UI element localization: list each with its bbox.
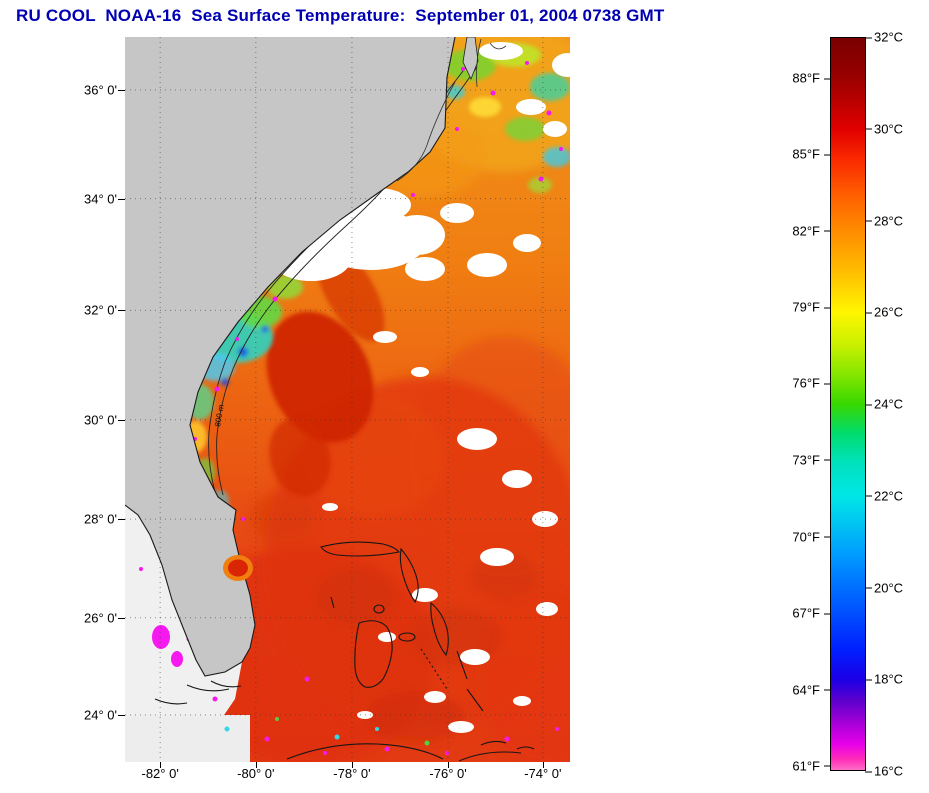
y-axis-tick (118, 714, 125, 716)
celsius-label: 28°C (864, 213, 904, 228)
grid-overlay (125, 37, 570, 762)
celsius-label: 30°C (864, 121, 904, 137)
x-axis-tick (160, 762, 162, 768)
y-axis-ticks (118, 37, 125, 762)
celsius-label: 22°C (864, 488, 904, 504)
y-axis-label: 26° 0' (84, 610, 117, 626)
y-axis-label: 32° 0' (84, 302, 117, 318)
y-axis-tick (118, 310, 125, 312)
y-axis-tick (118, 89, 125, 91)
delmarva-peninsula (462, 37, 479, 81)
x-axis-tick (351, 762, 353, 768)
x-axis-tick (448, 762, 450, 768)
celsius-label: 16°C (864, 763, 904, 779)
coastline (125, 37, 456, 677)
fahrenheit-label: 70°F (792, 529, 831, 545)
fahrenheit-label: 82°F (792, 223, 831, 239)
y-axis-tick (118, 419, 125, 421)
x-axis-label: -78° 0' (333, 766, 371, 781)
y-axis-label: 36° 0' (84, 82, 117, 98)
x-axis-labels: -82° 0' -80° 0' -78° 0' -76° 0' -74° 0' (125, 766, 570, 784)
colorbar (830, 37, 866, 771)
celsius-label: 26°C (864, 304, 904, 320)
x-axis-label: -74° 0' (524, 766, 562, 781)
sst-map: 800 m 800 m (125, 37, 570, 762)
y-axis-label: 28° 0' (84, 511, 117, 527)
fahrenheit-label: 79°F (792, 299, 831, 315)
x-axis-ticks (125, 762, 570, 768)
fahrenheit-label: 88°F (792, 70, 831, 86)
celsius-label: 32°C (864, 29, 904, 45)
lake-okeechobee (223, 555, 253, 581)
gulf-stream-core (266, 242, 385, 497)
x-axis-label: -76° 0' (429, 766, 467, 781)
contour-label: 800 m (213, 404, 226, 428)
y-axis-label: 24° 0' (84, 707, 117, 723)
celsius-label: 18°C (864, 671, 904, 687)
celsius-label: 20°C (864, 580, 904, 595)
fahrenheit-label: 61°F (792, 758, 831, 774)
x-axis-label: -82° 0' (141, 766, 179, 781)
colorbar-gradient (831, 38, 865, 770)
colorbar-celsius-labels: 32°C 30°C 28°C 26°C 24°C 22°C 20°C 18°C 16°C (864, 30, 929, 779)
y-axis-labels: 36° 0' 34° 0' 32° 0' 30° 0' 28° 0' 26° 0' 24° … (40, 37, 117, 762)
fahrenheit-label: 76°F (792, 375, 831, 391)
y-axis-label: 30° 0' (84, 412, 117, 428)
fahrenheit-label: 67°F (792, 605, 831, 621)
y-axis-label: 34° 0' (84, 191, 117, 207)
figure-title: RU COOL NOAA-16 Sea Surface Temperature:… (16, 6, 665, 25)
fahrenheit-label: 85°F (792, 146, 831, 162)
x-axis-tick (255, 762, 257, 768)
scatter-pixels (224, 717, 430, 746)
sst-map-image: 800 m 800 m (125, 37, 570, 762)
celsius-label: 24°C (864, 396, 904, 412)
colorbar-fahrenheit-labels: 88°F 85°F 82°F 79°F 76°F 73°F 70°F 67°F 64°F 61°F (760, 37, 831, 774)
island-outlines (154, 541, 535, 762)
fahrenheit-label: 73°F (792, 452, 831, 468)
y-axis-tick (118, 198, 125, 200)
gulf-of-mexico-area (125, 505, 250, 762)
x-axis-label: -80° 0' (237, 766, 275, 781)
estuary-lines (396, 38, 507, 182)
fahrenheit-label: 64°F (792, 682, 831, 698)
y-axis-tick (118, 617, 125, 619)
x-axis-tick (542, 762, 544, 768)
y-axis-tick (118, 519, 125, 521)
